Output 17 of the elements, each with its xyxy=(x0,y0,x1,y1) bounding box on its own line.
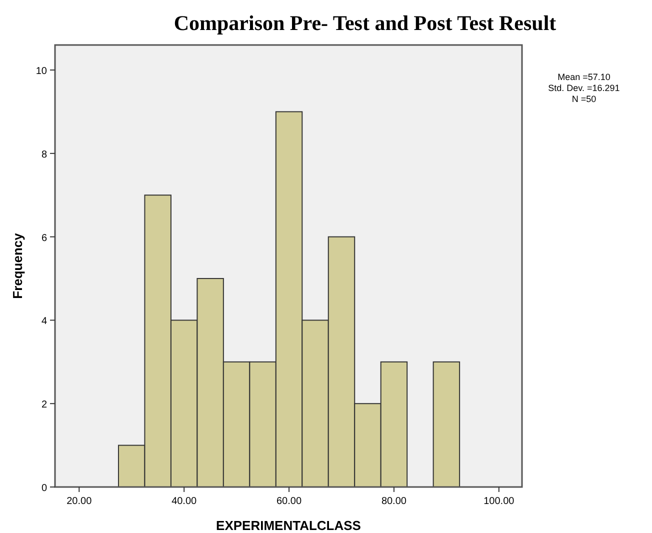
y-tick-label: 8 xyxy=(41,149,48,160)
x-axis-title: EXPERIMENTALCLASS xyxy=(216,518,362,533)
y-tick-label: 4 xyxy=(41,316,48,328)
y-tick-label: 0 xyxy=(41,483,48,494)
y-tick-label: 6 xyxy=(41,232,48,244)
x-tick-label: 40.00 xyxy=(172,496,198,507)
y-axis-title: Frequency xyxy=(10,232,25,299)
text: Std. Dev. =16.291 xyxy=(548,83,620,93)
x-tick-label: 80.00 xyxy=(381,496,407,507)
text: N =50 xyxy=(572,94,596,104)
x-tick-label: 20.00 xyxy=(66,496,92,507)
y-tick-label: 2 xyxy=(41,400,48,411)
x-tick-label: 60.00 xyxy=(276,496,302,507)
chart-title: Comparison Pre- Test and Post Test Result xyxy=(174,11,556,35)
x-tick-label: 100.00 xyxy=(484,496,515,507)
y-tick-label: 10 xyxy=(36,66,48,78)
text: Mean =57.10 xyxy=(558,72,610,82)
